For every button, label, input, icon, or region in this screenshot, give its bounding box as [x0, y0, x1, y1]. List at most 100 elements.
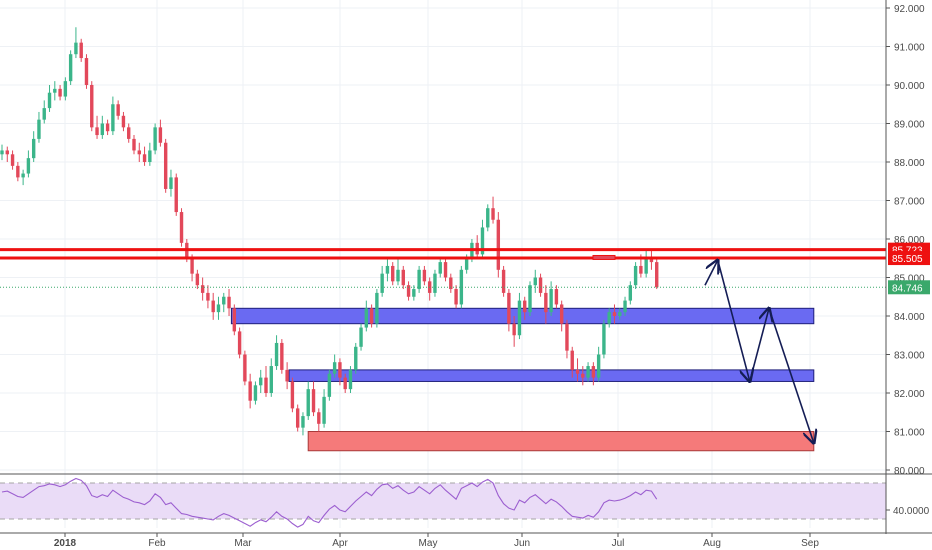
candle-up: [274, 342, 279, 367]
rsi-tick-label: 40.0000: [893, 506, 930, 517]
candle-down: [232, 308, 237, 332]
candle-up: [354, 346, 358, 370]
candle-up: [586, 366, 590, 378]
y-tick-label: 82.000: [894, 389, 925, 400]
candle-down: [174, 177, 178, 213]
candle-down: [544, 292, 548, 313]
candle-down: [496, 219, 501, 270]
candle-down: [163, 142, 168, 189]
candle-up: [306, 389, 310, 417]
y-tick-label: 81.000: [894, 428, 925, 439]
candle-up: [433, 273, 437, 293]
x-tick-label: Feb: [148, 538, 166, 549]
y-tick-label: 85.000: [894, 274, 925, 285]
levels-layer: [0, 248, 886, 288]
candle-up: [153, 127, 157, 151]
candle-down: [422, 269, 427, 282]
candle-down: [512, 323, 516, 336]
support-zone: [288, 369, 815, 382]
candle-down: [523, 300, 527, 313]
candle-up: [68, 54, 73, 82]
candle-down: [639, 265, 643, 274]
candle-up: [375, 292, 379, 324]
candle-up: [31, 138, 36, 159]
x-tick-label: Sep: [801, 538, 819, 549]
candle-up: [148, 150, 152, 162]
x-tick-label: Apr: [332, 538, 348, 549]
candle-down: [591, 366, 596, 378]
candle-down: [285, 369, 289, 382]
candle-down: [406, 285, 411, 297]
support-zone: [230, 307, 815, 325]
forecast-arrow: [749, 308, 769, 382]
candle-down: [211, 300, 215, 313]
candle-up: [602, 323, 606, 355]
candle-down: [121, 115, 126, 128]
x-tick-label: Jun: [514, 538, 530, 549]
candle-down: [454, 289, 458, 305]
candle-down: [559, 304, 564, 324]
candle-down: [280, 342, 284, 370]
candle-down: [565, 323, 569, 351]
candle-up: [528, 285, 532, 313]
candle-up: [380, 273, 384, 293]
candle-up: [47, 92, 52, 109]
candle-up: [618, 312, 622, 316]
candle-up: [63, 81, 68, 97]
x-tick-label: Mar: [234, 538, 252, 549]
candle-down: [491, 208, 495, 220]
target-zone: [307, 431, 815, 452]
candle-down: [317, 412, 321, 424]
candle-down: [538, 277, 543, 293]
candle-down: [401, 269, 405, 286]
candles-layer: [0, 27, 659, 436]
candle-up: [607, 312, 611, 324]
y-tick-label: 88.000: [894, 158, 925, 169]
candle-down: [655, 262, 659, 288]
candle-down: [5, 150, 9, 155]
candle-down: [105, 123, 110, 132]
candle-down: [195, 273, 200, 286]
candle-up: [53, 88, 57, 93]
candle-down: [554, 289, 559, 305]
candle-up: [269, 366, 273, 393]
candle-up: [412, 289, 416, 297]
candle-up: [21, 173, 25, 178]
y-tick-label: 80.000: [894, 466, 925, 477]
candle-up: [301, 416, 305, 428]
candle-down: [570, 350, 574, 370]
candle-down: [343, 377, 347, 390]
candle-up: [596, 354, 601, 378]
candle-up: [259, 377, 263, 386]
candle-down: [507, 292, 511, 324]
candle-down: [142, 154, 147, 162]
candle-up: [517, 300, 522, 336]
candle-down: [58, 88, 62, 97]
candle-down: [612, 312, 617, 316]
candle-up: [359, 327, 363, 347]
y-tick-label: 87.000: [894, 197, 925, 208]
candle-down: [575, 369, 580, 374]
candle-down: [443, 262, 448, 278]
candle-up: [327, 373, 332, 397]
y-tick-label: 89.000: [894, 120, 925, 131]
candle-down: [449, 277, 453, 290]
candle-up: [385, 265, 390, 274]
candle-up: [459, 269, 464, 305]
candle-down: [132, 138, 136, 151]
candle-up: [348, 369, 353, 390]
pivot-marker: [592, 254, 616, 260]
rsi-band: [0, 483, 886, 519]
candle-down: [581, 373, 585, 378]
price-badge-label: 85.505: [892, 254, 923, 265]
last-price-badge: [888, 280, 930, 295]
candle-down: [248, 381, 252, 401]
y-tick-label: 91.000: [894, 43, 925, 54]
candle-down: [391, 265, 395, 282]
forecast-arrow: [704, 260, 718, 286]
candle-up: [253, 385, 258, 401]
candle-down: [16, 165, 20, 178]
y-tick-label: 92.000: [894, 4, 925, 15]
